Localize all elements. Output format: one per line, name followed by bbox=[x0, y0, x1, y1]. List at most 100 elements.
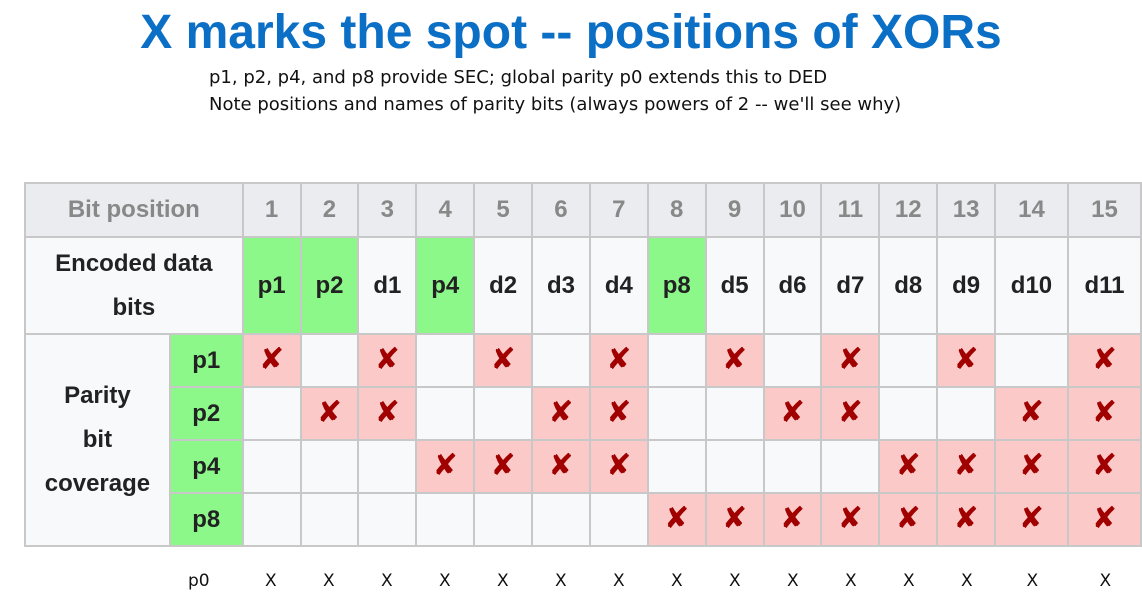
p0-mark: X bbox=[961, 571, 973, 591]
p0-mark: X bbox=[1026, 571, 1039, 591]
cross-mark-icon: ✘ bbox=[1018, 448, 1045, 483]
covered-cell: ✘ bbox=[1066, 492, 1142, 547]
bit-position-cell: 11 bbox=[820, 182, 881, 238]
covered-cell: ✘ bbox=[936, 333, 997, 388]
covered-cell: ✘ bbox=[936, 492, 997, 547]
bit-position-cell: 8 bbox=[646, 182, 707, 238]
p0-mark: X bbox=[1099, 571, 1112, 591]
cross-mark-icon: ✘ bbox=[895, 501, 921, 536]
empty-cell bbox=[415, 386, 476, 441]
parity-coverage-table: Bit position 1 2 3 4 5 6 7 8 9 10 11 12 13 14 15 Encoded… bbox=[24, 182, 1142, 547]
covered-cell: ✘ bbox=[357, 386, 418, 441]
coverage-label-line: Parity bbox=[64, 382, 131, 409]
cross-mark-icon: ✘ bbox=[895, 448, 921, 483]
coverage-row-p8: p8 ✘ ✘ ✘ ✘ ✘ ✘ ✘ ✘ bbox=[25, 492, 1142, 547]
empty-cell bbox=[241, 386, 302, 441]
p0-mark: X bbox=[671, 571, 683, 591]
p0-mark: X bbox=[845, 571, 857, 591]
cross-mark-icon: ✘ bbox=[722, 501, 748, 536]
covered-cell: ✘ bbox=[588, 333, 649, 388]
p0-mark: X bbox=[265, 571, 277, 591]
encoded-bit-cell: d7 bbox=[820, 236, 881, 335]
bit-position-cell: 12 bbox=[878, 182, 939, 238]
cross-mark-icon: ✘ bbox=[664, 501, 690, 536]
cross-mark-icon: ✘ bbox=[259, 342, 285, 377]
coverage-label-line: coverage bbox=[44, 470, 151, 497]
bit-position-cell: 6 bbox=[531, 182, 591, 238]
cross-mark-icon: ✘ bbox=[606, 395, 632, 430]
empty-cell bbox=[299, 333, 360, 388]
empty-cell bbox=[299, 439, 360, 494]
covered-cell: ✘ bbox=[878, 492, 939, 547]
empty-cell bbox=[936, 386, 997, 441]
coverage-label-line: bit bbox=[82, 426, 113, 453]
encoded-bit-cell: p1 bbox=[241, 236, 302, 335]
covered-cell: ✘ bbox=[646, 492, 707, 547]
encoded-bit-cell: p2 bbox=[299, 236, 360, 335]
cross-mark-icon: ✘ bbox=[1018, 395, 1045, 430]
covered-cell: ✘ bbox=[994, 386, 1069, 441]
empty-cell bbox=[820, 439, 881, 494]
empty-cell bbox=[878, 333, 939, 388]
empty-cell bbox=[473, 492, 534, 547]
bit-position-cell: 15 bbox=[1066, 182, 1142, 238]
empty-cell bbox=[531, 492, 591, 547]
cross-mark-icon: ✘ bbox=[837, 342, 863, 377]
bit-position-cell: 7 bbox=[588, 182, 649, 238]
cross-mark-icon: ✘ bbox=[1018, 501, 1045, 536]
covered-cell: ✘ bbox=[762, 386, 823, 441]
encoded-data-bits-label: Encoded data bits bbox=[24, 236, 244, 335]
coverage-row-p2: p2 ✘ ✘ ✘ ✘ ✘ ✘ ✘ ✘ bbox=[25, 386, 1142, 441]
cross-mark-icon: ✘ bbox=[837, 501, 863, 536]
bit-position-cell: 5 bbox=[473, 182, 534, 238]
cross-mark-icon: ✘ bbox=[606, 448, 632, 483]
empty-cell bbox=[646, 333, 707, 388]
empty-cell bbox=[531, 333, 591, 388]
bit-position-cell: 10 bbox=[762, 182, 823, 238]
empty-cell bbox=[878, 386, 939, 441]
cross-mark-icon: ✘ bbox=[722, 342, 748, 377]
cross-mark-icon: ✘ bbox=[779, 501, 806, 536]
empty-cell bbox=[357, 492, 418, 547]
encoded-bit-cell: d2 bbox=[473, 236, 534, 335]
empty-cell bbox=[241, 492, 302, 547]
cross-mark-icon: ✘ bbox=[779, 395, 806, 430]
coverage-row-head: p4 bbox=[168, 439, 244, 494]
cross-mark-icon: ✘ bbox=[1091, 342, 1118, 377]
p0-mark: X bbox=[497, 571, 509, 591]
covered-cell: ✘ bbox=[241, 333, 302, 388]
encoded-bit-cell: d5 bbox=[704, 236, 765, 335]
empty-cell bbox=[241, 439, 302, 494]
cross-mark-icon: ✘ bbox=[837, 395, 863, 430]
p0-mark: X bbox=[323, 571, 335, 591]
covered-cell: ✘ bbox=[762, 492, 823, 547]
empty-cell bbox=[357, 439, 418, 494]
covered-cell: ✘ bbox=[588, 386, 649, 441]
p0-mark: X bbox=[729, 571, 741, 591]
covered-cell: ✘ bbox=[704, 333, 765, 388]
cross-mark-icon: ✘ bbox=[953, 342, 979, 377]
cross-mark-icon: ✘ bbox=[432, 448, 458, 483]
cross-mark-icon: ✘ bbox=[606, 342, 632, 377]
p0-mark: X bbox=[787, 571, 799, 591]
covered-cell: ✘ bbox=[820, 333, 881, 388]
encoded-bit-cell: d6 bbox=[762, 236, 823, 335]
covered-cell: ✘ bbox=[704, 492, 765, 547]
empty-cell bbox=[415, 333, 476, 388]
cross-mark-icon: ✘ bbox=[548, 395, 574, 430]
cross-mark-icon: ✘ bbox=[953, 448, 979, 483]
cross-mark-icon: ✘ bbox=[1091, 501, 1118, 536]
bit-position-cell: 2 bbox=[299, 182, 360, 238]
empty-cell bbox=[762, 439, 823, 494]
encoded-bit-cell: d3 bbox=[531, 236, 591, 335]
covered-cell: ✘ bbox=[357, 333, 418, 388]
bit-position-label: Bit position bbox=[24, 182, 244, 238]
covered-cell: ✘ bbox=[1066, 439, 1142, 494]
covered-cell: ✘ bbox=[1066, 386, 1142, 441]
p0-mark: X bbox=[381, 571, 393, 591]
p0-label: p0 bbox=[188, 571, 210, 591]
empty-cell bbox=[646, 386, 707, 441]
bit-position-cell: 1 bbox=[241, 182, 302, 238]
empty-cell bbox=[994, 333, 1069, 388]
empty-cell bbox=[704, 386, 765, 441]
